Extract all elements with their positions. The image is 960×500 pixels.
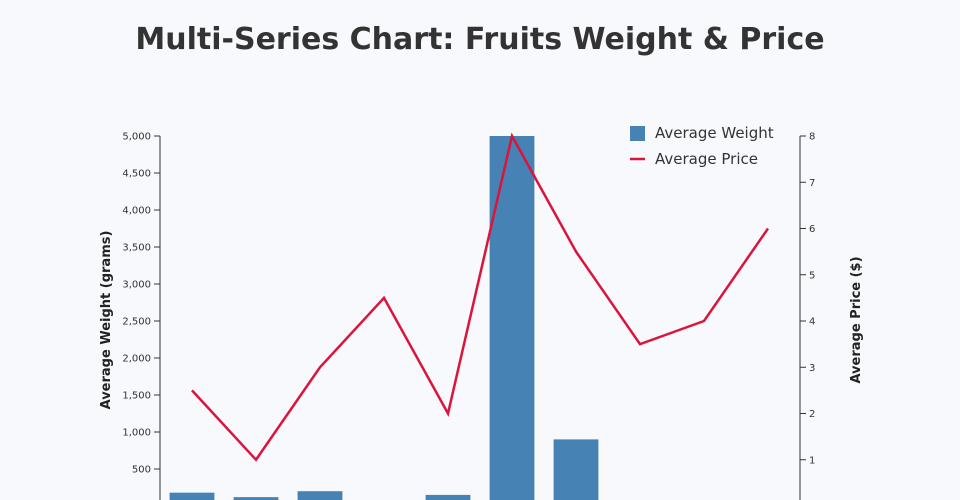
chart-title: Multi-Series Chart: Fruits Weight & Pric…	[135, 22, 825, 57]
right-axis-tick-label: 4	[809, 317, 815, 328]
left-axis-tick-label: 3,000	[122, 280, 151, 291]
left-axis-tick-label: 4,500	[122, 169, 151, 180]
weight-bar	[489, 136, 535, 500]
left-axis-tick-label: 2,500	[122, 317, 151, 328]
left-axis-title: Average Weight (grams)	[99, 231, 114, 410]
weight-bar	[233, 497, 279, 500]
price-line	[191, 132, 770, 462]
right-axis-title: Average Price ($)	[849, 256, 864, 383]
left-axis-tick-label: 1,000	[122, 428, 151, 439]
weight-bar	[553, 439, 599, 500]
weight-bar	[425, 494, 471, 500]
left-axis-tick-label: 4,000	[122, 206, 151, 217]
right-axis-tick-label: 3	[809, 363, 815, 374]
right-axis: 1 2 3 4 5 6 7 8	[799, 132, 815, 500]
right-axis-tick-label: 5	[809, 270, 815, 281]
legend-weight-label: Average Weight	[655, 124, 774, 142]
right-axis-tick-label: 6	[809, 224, 815, 235]
right-axis-tick-label: 2	[809, 409, 815, 420]
legend-weight-swatch	[630, 126, 645, 141]
left-axis: 500 1,000 1,500 2,000 2,500 3,000 3,500 4,000 4,…	[122, 132, 161, 500]
left-axis-tick-label: 5,000	[122, 132, 151, 143]
legend: Average Weight Average Price	[630, 124, 774, 168]
left-axis-tick-label: 500	[132, 465, 151, 476]
left-axis-tick-label: 2,000	[122, 354, 151, 365]
weight-bars	[169, 136, 599, 500]
legend-price-label: Average Price	[655, 150, 758, 168]
left-axis-tick-label: 3,500	[122, 243, 151, 254]
right-axis-tick-label: 1	[809, 455, 815, 466]
right-axis-tick-label: 8	[809, 132, 815, 143]
left-axis-tick-label: 1,500	[122, 391, 151, 402]
weight-bar	[169, 492, 215, 500]
price-line-group	[191, 132, 770, 462]
weight-bar	[297, 491, 343, 500]
right-axis-tick-label: 7	[809, 178, 815, 189]
